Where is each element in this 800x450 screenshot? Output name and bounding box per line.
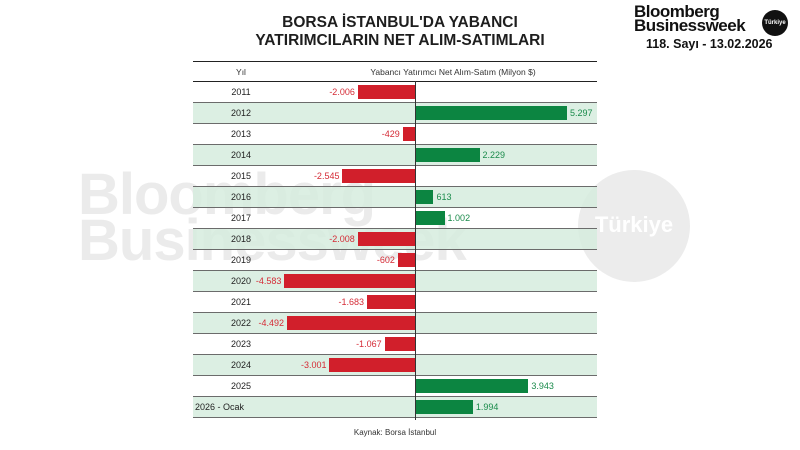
table-row: 2019 -602 — [193, 250, 597, 271]
table-row: 2015 -2.545 — [193, 166, 597, 187]
row-year: 2011 — [231, 87, 251, 97]
bar-value-label: -429 — [381, 129, 400, 139]
chart-title-line1: BORSA İSTANBUL'DA YABANCI — [282, 14, 518, 31]
positive-bar — [416, 211, 445, 225]
brand-line2: Businessweek — [634, 16, 746, 35]
bar-value-label: -1.067 — [356, 339, 382, 349]
row-year: 2016 — [230, 192, 252, 202]
brand-badge: Türkiye — [762, 10, 788, 36]
negative-bar — [284, 274, 415, 288]
table-row: 2018 -2.008 — [193, 229, 597, 250]
bar-value-label: 3.943 — [531, 381, 554, 391]
row-year: 2014 — [230, 150, 252, 160]
bar-value-label: -602 — [376, 255, 395, 265]
table-row: 2022 -4.492 — [193, 313, 597, 334]
bar-value-label: 1.994 — [475, 402, 499, 412]
brand-line1: Bloomberg — [634, 2, 720, 21]
table-rows: 2011 -2.006 2012 5.297 2013 -429 2014 2.229 2015… — [193, 82, 597, 418]
positive-bar — [416, 148, 480, 162]
bar-value-label: 613 — [436, 192, 452, 202]
row-year: 2018 — [230, 234, 252, 244]
bar-value-label: 1.002 — [447, 213, 471, 223]
row-year: 2019 — [230, 255, 252, 265]
bar-value-label: -2.006 — [329, 87, 355, 97]
table-row: 2023 -1.067 — [193, 334, 597, 355]
positive-bar — [416, 379, 529, 393]
row-year: 2023 — [230, 339, 252, 349]
watermark-badge-text: Türkiye — [594, 212, 674, 237]
bar-value-label: -2.008 — [329, 234, 355, 244]
negative-bar — [342, 169, 415, 183]
table-row: 2017 1.002 — [193, 208, 597, 229]
row-year: 2015 — [230, 171, 252, 181]
header-value: Yabancı Yatırımcı Net Alım-Satım (Milyon… — [370, 67, 536, 77]
negative-bar — [367, 295, 415, 309]
table-row: 2011 -2.006 — [193, 82, 597, 103]
row-year: 2025 — [230, 381, 252, 391]
positive-bar — [416, 106, 567, 120]
negative-bar — [357, 232, 415, 246]
chart-table: Yıl Yabancı Yatırımcı Net Alım-Satım (Mi… — [193, 61, 597, 421]
chart-title: BORSA İSTANBUL'DA YABANCI YATIRIMCILARIN… — [200, 14, 600, 50]
negative-bar — [357, 85, 415, 99]
issue-info: 118. Sayı - 13.02.2026 — [646, 37, 773, 51]
table-row: 2020 -4.583 — [193, 271, 597, 292]
bar-value-label: -1.683 — [338, 297, 365, 307]
bar-value-label: 5.297 — [569, 108, 593, 118]
row-year: 2022 — [230, 318, 252, 328]
table-row: 2016 613 — [193, 187, 597, 208]
row-year: 2021 — [230, 297, 252, 307]
table-row: 2024 -3.001 — [193, 355, 597, 376]
negative-bar — [402, 127, 415, 141]
table-row: 2026 - Ocak 1.994 — [193, 397, 597, 418]
zero-axis — [415, 81, 416, 421]
row-year: 2024 — [230, 360, 252, 370]
positive-bar — [416, 190, 434, 204]
row-year: 2020 — [230, 276, 252, 286]
row-year: 2013 — [230, 129, 252, 139]
bar-value-label: -2.545 — [313, 171, 340, 181]
negative-bar — [329, 358, 415, 372]
table-row: 2025 3.943 — [193, 376, 597, 397]
table-row: 2014 2.229 — [193, 145, 597, 166]
bar-value-label: 2.229 — [482, 150, 506, 160]
negative-bar — [286, 316, 415, 330]
chart-title-line2: YATIRIMCILARIN NET ALIM-SATIMLARI — [255, 32, 545, 49]
bar-value-label: -3.001 — [300, 360, 327, 370]
row-year: 2026 - Ocak — [195, 402, 245, 412]
bar-value-label: -4.492 — [258, 318, 284, 328]
bar-value-label: -4.583 — [255, 276, 282, 286]
positive-bar — [416, 400, 473, 414]
table-header: Yıl Yabancı Yatırımcı Net Alım-Satım (Mi… — [193, 61, 597, 82]
negative-bar — [397, 253, 415, 267]
negative-bar — [384, 337, 415, 351]
brand-logo: Bloomberg Businessweek Türkiye — [634, 2, 788, 36]
table-row: 2013 -429 — [193, 124, 597, 145]
row-year: 2017 — [230, 213, 252, 223]
source-note: Kaynak: Borsa İstanbul — [353, 428, 437, 437]
table-row: 2021 -1.683 — [193, 292, 597, 313]
header-year: Yıl — [236, 67, 246, 77]
table-row: 2012 5.297 — [193, 103, 597, 124]
row-year: 2012 — [230, 108, 252, 118]
